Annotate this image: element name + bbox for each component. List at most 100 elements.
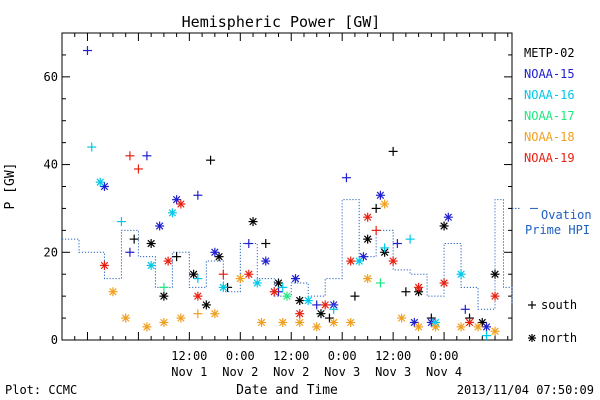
- data-point-metp-02-south: [172, 252, 182, 262]
- data-point-metp-02-north: [316, 309, 326, 319]
- data-point-noaa-18-north: [456, 322, 466, 332]
- data-point-noaa-19-north: [414, 282, 424, 292]
- data-point-noaa-18-north: [210, 309, 220, 319]
- data-point-noaa-16-north: [354, 256, 364, 266]
- data-point-metp-02-north: [159, 291, 169, 301]
- data-point-noaa-16-south: [482, 331, 492, 341]
- marker-legend-symbol-north: [528, 334, 536, 342]
- data-point-metp-02-south: [129, 234, 139, 244]
- data-point-noaa-16-north: [456, 269, 466, 279]
- data-point-metp-02-south: [350, 291, 360, 301]
- data-point-noaa-18-north: [397, 313, 407, 323]
- data-point-noaa-15-north: [210, 247, 220, 257]
- data-point-noaa-18-south: [193, 309, 203, 319]
- data-point-noaa-15-south: [82, 46, 92, 56]
- data-point-noaa-16-south: [116, 217, 126, 227]
- y-tick-label: 20: [44, 245, 58, 259]
- data-point-noaa-16-south: [193, 274, 203, 284]
- data-point-noaa-18-north: [329, 317, 339, 327]
- data-point-noaa-15-south: [341, 173, 351, 183]
- data-point-noaa-15-south: [193, 190, 203, 200]
- x-tick-label-date: Nov 3: [324, 365, 360, 379]
- x-tick-label-date: Nov 3: [375, 365, 411, 379]
- legend-entry-noaa-18: NOAA-18: [524, 130, 575, 144]
- data-point-metp-02-south: [324, 313, 334, 323]
- data-point-noaa-16-north: [167, 208, 177, 218]
- data-point-noaa-19-south: [371, 225, 381, 235]
- data-point-noaa-18-north: [380, 199, 390, 209]
- data-point-metp-02-north: [146, 239, 156, 249]
- data-point-noaa-18-north: [295, 317, 305, 327]
- data-point-noaa-18-north: [346, 317, 356, 327]
- data-point-noaa-18-north: [257, 317, 267, 327]
- data-point-metp-02-north: [274, 278, 284, 288]
- x-tick-label-time: 12:00: [171, 349, 207, 363]
- data-point-metp-02-north: [201, 300, 211, 310]
- x-tick-label-date: Nov 4: [426, 365, 462, 379]
- data-point-noaa-15-north: [261, 256, 271, 266]
- legend-entry-noaa-19: NOAA-19: [524, 151, 575, 165]
- marker-legend-symbol-south: [528, 301, 536, 309]
- data-point-noaa-18-north: [121, 313, 131, 323]
- data-point-noaa-18-north: [414, 322, 424, 332]
- data-point-noaa-17-north: [282, 291, 292, 301]
- data-point-noaa-15-north: [375, 190, 385, 200]
- legend-entry-metp-02: METP-02: [524, 46, 575, 60]
- ovation-prime-hpi-line: [62, 199, 513, 310]
- data-point-noaa-16-north: [218, 282, 228, 292]
- data-point-metp-02-north: [189, 269, 199, 279]
- data-point-noaa-16-south: [278, 282, 288, 292]
- data-point-noaa-16-north: [95, 177, 105, 187]
- data-point-noaa-18-north: [108, 287, 118, 297]
- data-point-noaa-15-north: [290, 274, 300, 284]
- data-point-noaa-19-north: [193, 291, 203, 301]
- data-point-noaa-19-north: [163, 256, 173, 266]
- data-point-noaa-19-north: [295, 309, 305, 319]
- legend: METP-02 NOAA-15 NOAA-16 NOAA-17 NOAA-18 NOAA-…: [512, 46, 592, 345]
- data-point-noaa-16-south: [380, 243, 390, 253]
- data-point-noaa-15-south: [460, 304, 470, 314]
- chart-title: Hemispheric Power [GW]: [182, 13, 381, 31]
- data-point-noaa-19-south: [218, 269, 228, 279]
- x-tick-label-date: Nov 2: [273, 365, 309, 379]
- data-point-noaa-18-north: [142, 322, 152, 332]
- data-point-noaa-18-north: [431, 322, 441, 332]
- y-tick-label: 60: [44, 70, 58, 84]
- data-point-noaa-19-north: [465, 317, 475, 327]
- data-point-noaa-19-north: [346, 256, 356, 266]
- y-tick-label: 40: [44, 158, 58, 172]
- legend-entry-ovation-line2: Prime HPI: [525, 223, 590, 237]
- data-point-noaa-16-north: [252, 278, 262, 288]
- data-point-noaa-18-north: [473, 322, 483, 332]
- data-point-noaa-19-north: [269, 287, 279, 297]
- data-point-noaa-15-south: [142, 151, 152, 161]
- plot-timestamp: 2013/11/04 07:50:09: [457, 383, 594, 397]
- legend-entry-ovation-line1: Ovation: [541, 208, 592, 222]
- legend-entry-noaa-15: NOAA-15: [524, 67, 575, 81]
- data-point-noaa-17-south: [159, 282, 169, 292]
- data-point-noaa-18-north: [235, 274, 245, 284]
- data-point-noaa-19-north: [363, 212, 373, 222]
- y-tick-label: 0: [51, 333, 58, 347]
- data-point-metp-02-south: [206, 155, 216, 165]
- data-point-noaa-17-south: [375, 278, 385, 288]
- data-point-noaa-15-north: [443, 212, 453, 222]
- data-point-noaa-15-south: [312, 300, 322, 310]
- data-point-noaa-15-south: [244, 239, 254, 249]
- data-point-noaa-16-north: [303, 296, 313, 306]
- data-point-noaa-19-north: [176, 199, 186, 209]
- data-point-metp-02-north: [295, 296, 305, 306]
- x-tick-label-time: 12:00: [375, 349, 411, 363]
- data-point-noaa-18-north: [312, 322, 322, 332]
- data-point-metp-02-south: [261, 239, 271, 249]
- data-points: [82, 46, 500, 341]
- data-point-noaa-19-north: [320, 300, 330, 310]
- data-point-noaa-18-north: [176, 313, 186, 323]
- data-point-metp-02-north: [439, 221, 449, 231]
- data-point-noaa-19-north: [99, 260, 109, 270]
- data-point-noaa-15-north: [482, 322, 492, 332]
- y-axis: 0 20 40 60: [44, 32, 512, 347]
- legend-entry-noaa-16: NOAA-16: [524, 88, 575, 102]
- data-point-noaa-15-south: [392, 239, 402, 249]
